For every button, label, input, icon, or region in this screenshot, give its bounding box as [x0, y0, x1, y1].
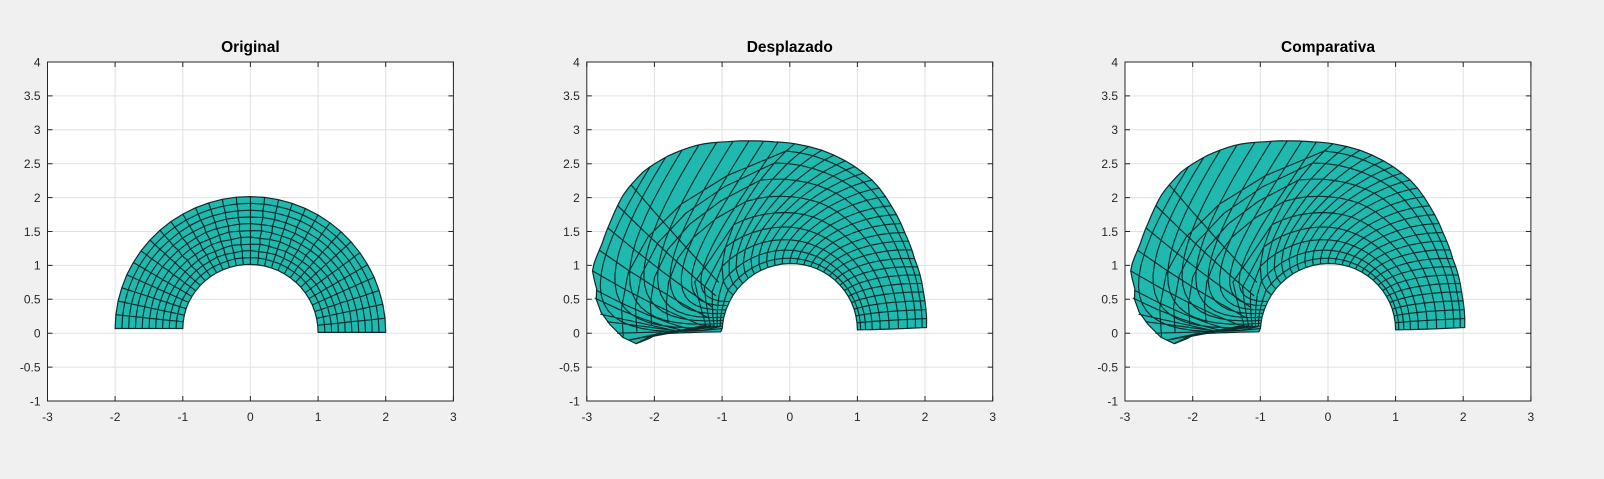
svg-text:2: 2: [34, 191, 41, 205]
svg-text:Original: Original: [221, 39, 280, 56]
svg-text:3.5: 3.5: [563, 89, 580, 103]
svg-text:1: 1: [34, 259, 41, 273]
svg-text:3: 3: [989, 410, 996, 424]
svg-text:-3: -3: [1120, 410, 1131, 424]
svg-text:4: 4: [573, 55, 580, 69]
svg-text:0: 0: [1325, 410, 1332, 424]
svg-text:-1: -1: [1107, 394, 1118, 408]
svg-text:0: 0: [34, 327, 41, 341]
svg-text:-0.5: -0.5: [1097, 360, 1118, 374]
svg-text:0: 0: [247, 410, 254, 424]
svg-text:-1: -1: [1255, 410, 1266, 424]
svg-text:-1: -1: [177, 410, 188, 424]
svg-text:4: 4: [34, 55, 41, 69]
svg-text:0.5: 0.5: [24, 293, 41, 307]
svg-text:-3: -3: [581, 410, 592, 424]
svg-text:2.5: 2.5: [563, 157, 580, 171]
svg-text:3: 3: [34, 123, 41, 137]
svg-text:Comparativa: Comparativa: [1281, 39, 1375, 56]
svg-text:2.5: 2.5: [24, 157, 41, 171]
svg-text:Desplazado: Desplazado: [747, 39, 833, 56]
svg-text:1: 1: [1392, 410, 1399, 424]
svg-text:-0.5: -0.5: [559, 360, 580, 374]
svg-text:-2: -2: [110, 410, 121, 424]
svg-text:0: 0: [1111, 327, 1118, 341]
svg-text:-1: -1: [30, 394, 41, 408]
svg-text:-1: -1: [717, 410, 728, 424]
svg-text:2: 2: [1111, 191, 1118, 205]
svg-text:-2: -2: [649, 410, 660, 424]
svg-text:3: 3: [450, 410, 457, 424]
svg-text:1: 1: [315, 410, 322, 424]
svg-text:-0.5: -0.5: [20, 360, 41, 374]
svg-text:3: 3: [573, 123, 580, 137]
svg-text:-3: -3: [42, 410, 53, 424]
svg-text:3.5: 3.5: [24, 89, 41, 103]
svg-text:2: 2: [573, 191, 580, 205]
svg-text:2: 2: [922, 410, 929, 424]
svg-text:-2: -2: [1187, 410, 1198, 424]
svg-text:-1: -1: [569, 394, 580, 408]
svg-text:0: 0: [573, 327, 580, 341]
svg-text:3: 3: [1528, 410, 1535, 424]
svg-text:0: 0: [786, 410, 793, 424]
svg-text:3.5: 3.5: [1101, 89, 1118, 103]
svg-text:0.5: 0.5: [563, 293, 580, 307]
svg-text:1.5: 1.5: [1101, 225, 1118, 239]
svg-text:3: 3: [1111, 123, 1118, 137]
svg-text:1: 1: [1111, 259, 1118, 273]
svg-text:2: 2: [1460, 410, 1467, 424]
svg-text:1: 1: [573, 259, 580, 273]
svg-text:4: 4: [1111, 55, 1118, 69]
svg-text:2: 2: [382, 410, 389, 424]
svg-text:2.5: 2.5: [1101, 157, 1118, 171]
svg-text:1.5: 1.5: [24, 225, 41, 239]
svg-text:1: 1: [854, 410, 861, 424]
svg-text:1.5: 1.5: [563, 225, 580, 239]
svg-text:0.5: 0.5: [1101, 293, 1118, 307]
